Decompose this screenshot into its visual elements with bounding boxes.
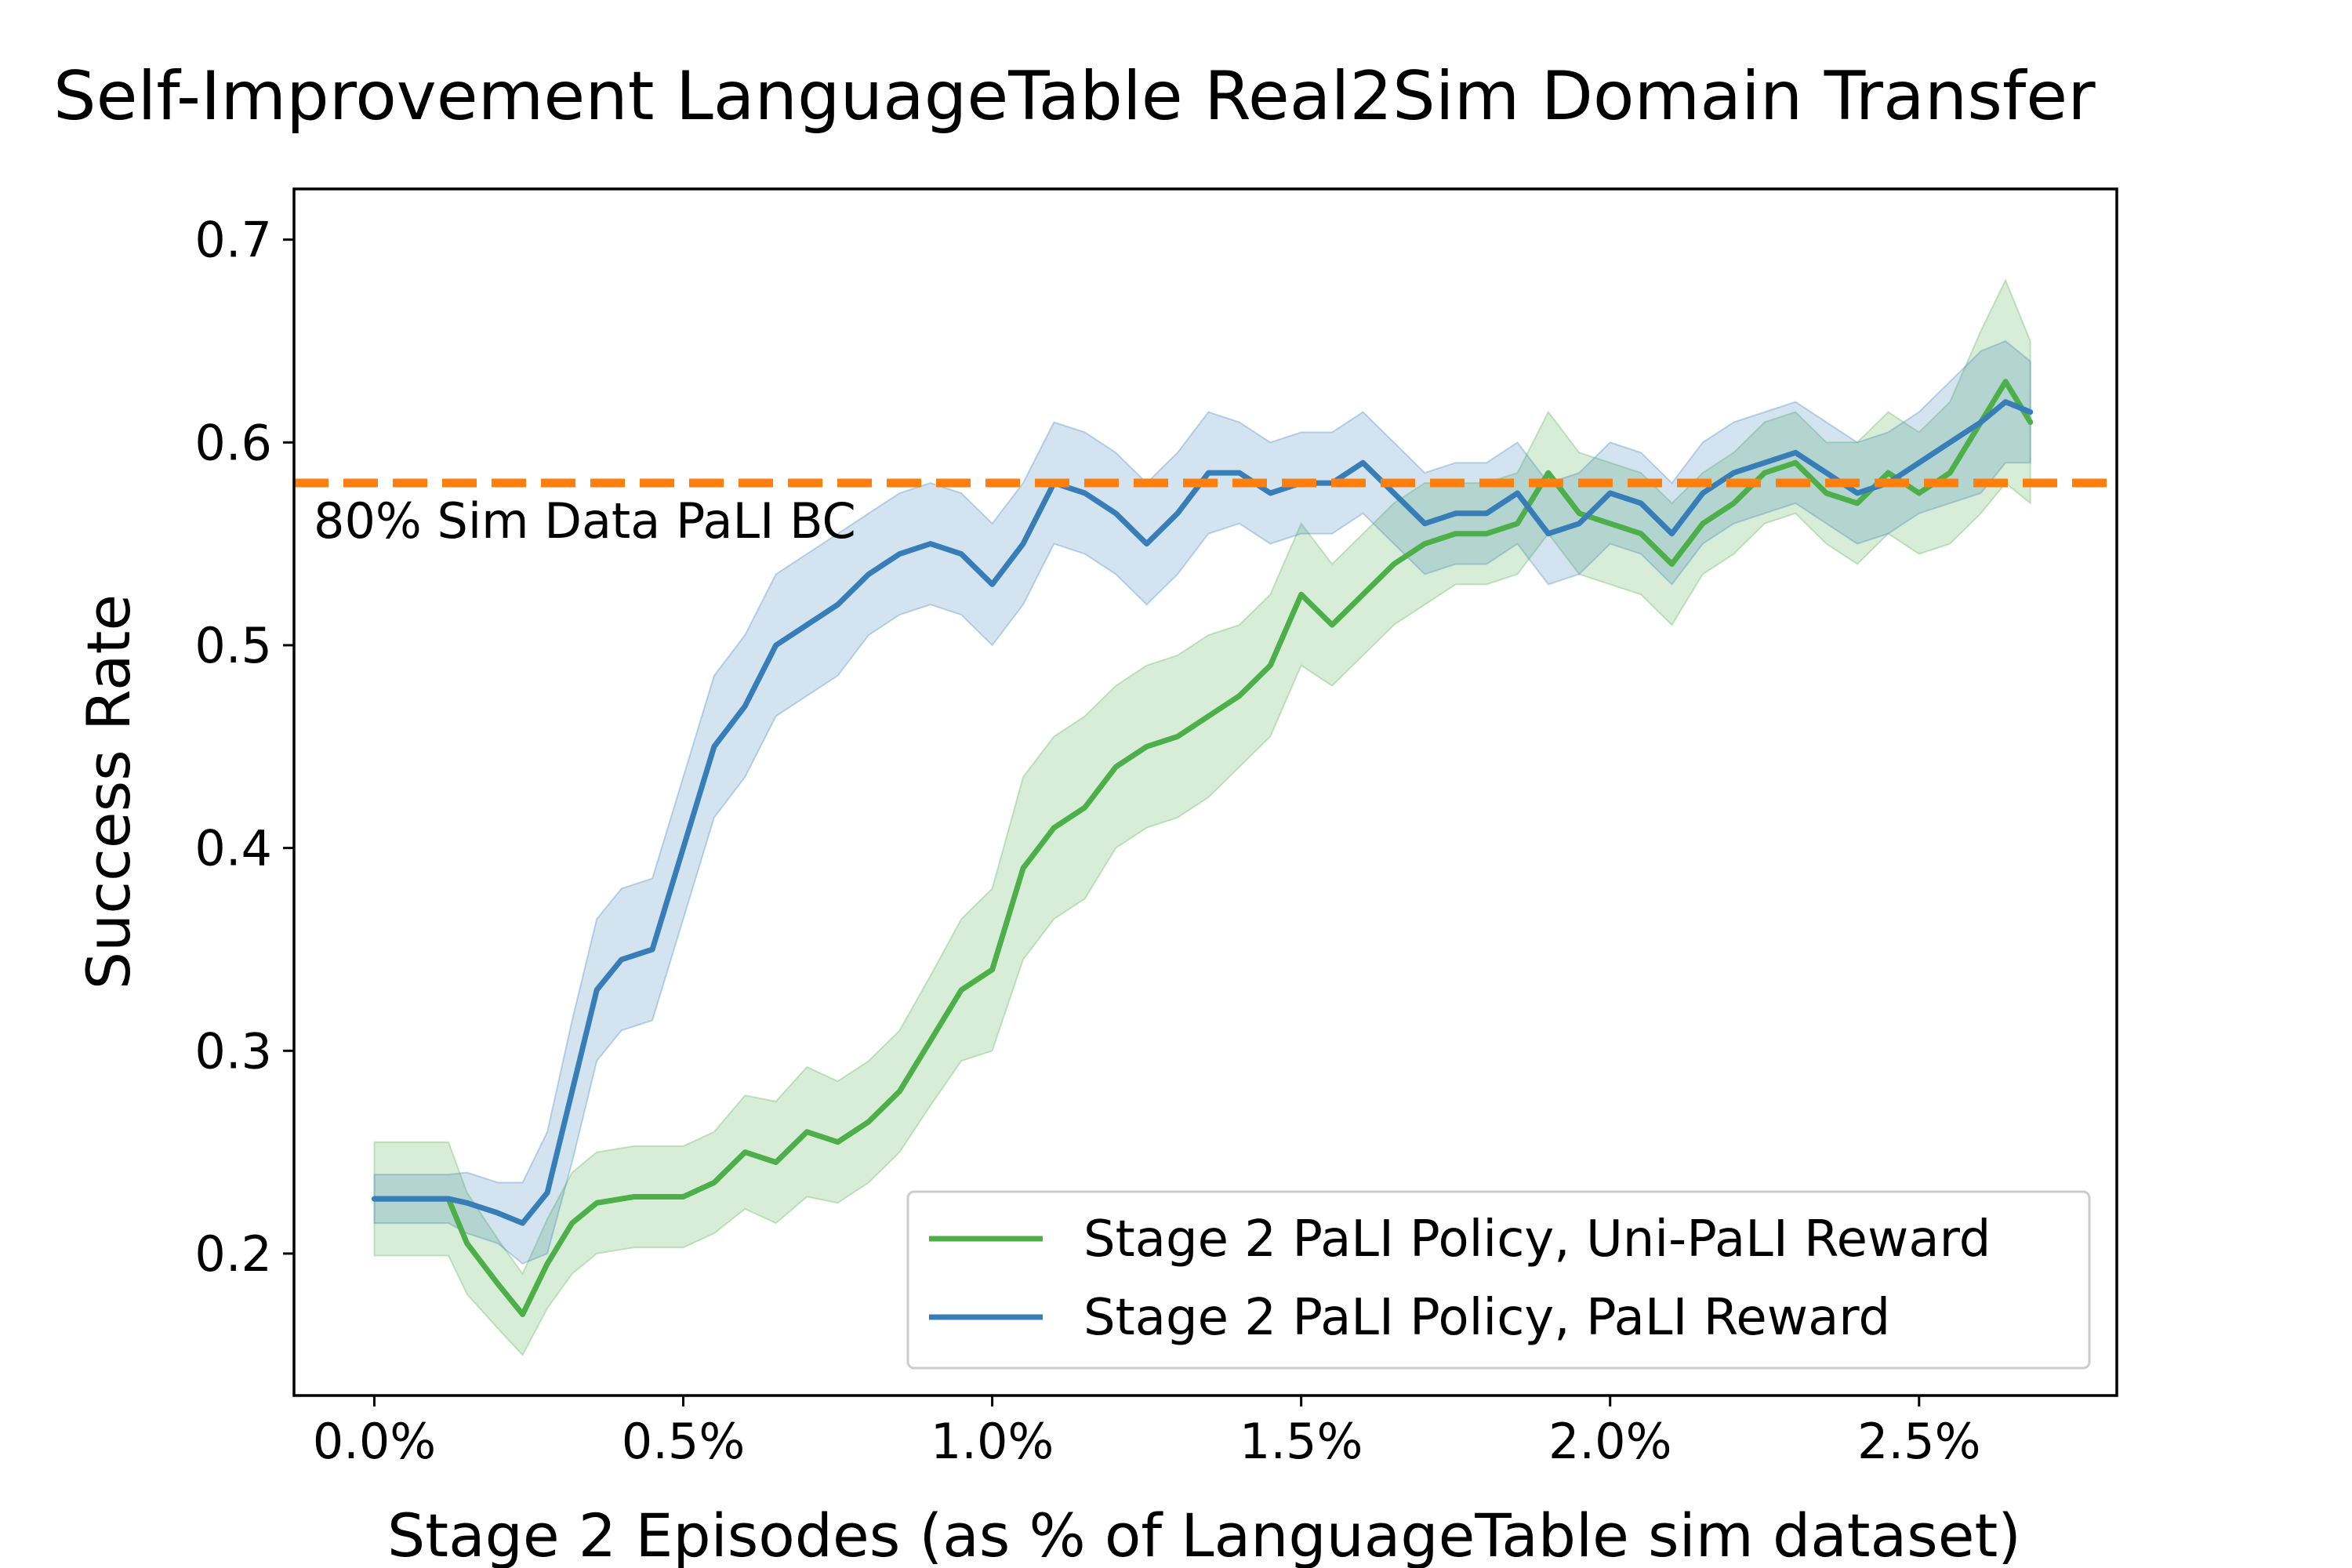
legend-box [906, 1190, 2091, 1370]
x-tick-label: 1.0% [931, 1413, 1054, 1470]
x-tick-label: 0.5% [622, 1413, 746, 1470]
plot-frame [292, 187, 2118, 1397]
x-axis-label: Stage 2 Episodes (as % of LanguageTable … [387, 1501, 2021, 1568]
series-1-line [372, 379, 2034, 1317]
legend-label-2: Stage 2 PaLI Policy, PaLI Reward [1083, 1289, 1890, 1347]
series-lines [372, 379, 2034, 1317]
y-tick-label: 0.4 [194, 820, 272, 877]
y-axis-label: Success Rate [74, 594, 143, 989]
chart-title: Self-Improvement LanguageTable Real2Sim … [53, 57, 2096, 136]
y-tick-label: 0.2 [194, 1225, 272, 1283]
y-tick-label: 0.5 [194, 617, 272, 674]
y-tick-label: 0.3 [194, 1022, 272, 1080]
x-tick-label: 2.0% [1548, 1413, 1672, 1470]
x-tick-label: 2.5% [1857, 1413, 1981, 1470]
legend: Stage 2 PaLI Policy, Uni-PaLI Reward Stag… [906, 1190, 2091, 1370]
y-tick-label: 0.6 [194, 414, 272, 471]
plot-area: 80% Sim Data PaLI BC [294, 278, 2117, 1357]
y-axis-ticks: 0.2 0.3 0.4 0.5 0.6 0.7 [194, 212, 294, 1283]
x-tick-label: 1.5% [1240, 1413, 1363, 1470]
x-tick-label: 0.0% [313, 1413, 437, 1470]
series-2-line [372, 399, 2034, 1226]
legend-label-1: Stage 2 PaLI Policy, Uni-PaLI Reward [1083, 1210, 1991, 1269]
legend-items: Stage 2 PaLI Policy, Uni-PaLI Reward Stag… [929, 1210, 1991, 1347]
baseline-label: 80% Sim Data PaLI BC [314, 492, 856, 550]
series-1-band [373, 278, 2031, 1357]
y-tick-label: 0.7 [194, 212, 272, 269]
x-axis-ticks: 0.0% 0.5% 1.0% 1.5% 2.0% 2.5% [313, 1396, 1981, 1470]
